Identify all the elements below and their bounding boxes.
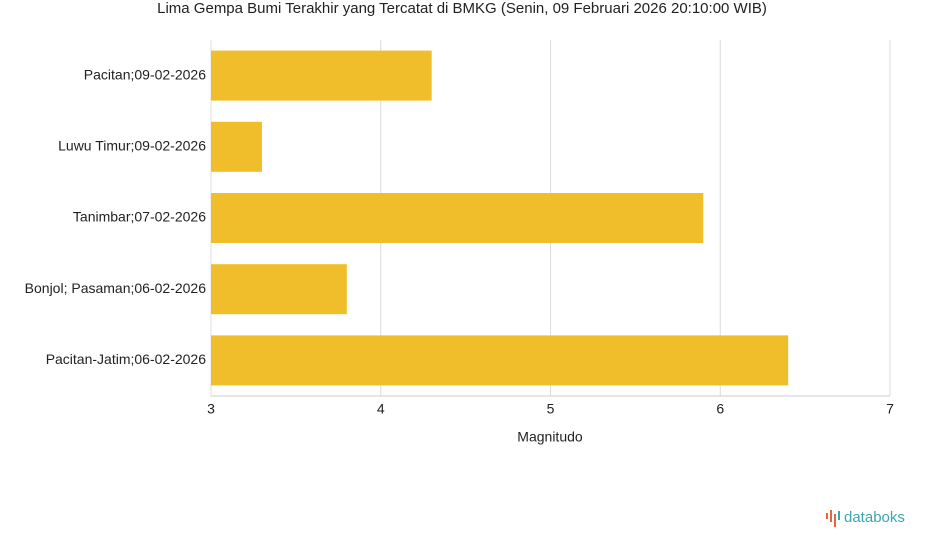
x-tick-label: 5 (547, 401, 555, 417)
y-tick-label: Tanimbar;07-02-2026 (73, 209, 206, 225)
bar (211, 121, 262, 172)
bar (211, 264, 347, 315)
bar (211, 50, 432, 101)
brand-logo (826, 510, 840, 527)
y-tick-label: Luwu Timur;09-02-2026 (58, 138, 206, 154)
bar (211, 193, 704, 243)
brand-name: databoks (844, 509, 905, 526)
y-tick-label: Pacitan;09-02-2026 (84, 66, 206, 82)
chart-title: Lima Gempa Bumi Terakhir yang Tercatat d… (157, 0, 767, 17)
x-axis-label: Magnitudo (517, 429, 583, 445)
bar (211, 335, 789, 386)
y-tick-label: Pacitan-Jatim;06-02-2026 (46, 351, 207, 367)
x-tick-label: 6 (716, 401, 724, 417)
x-tick-label: 7 (886, 401, 894, 417)
y-tick-label: Bonjol; Pasaman;06-02-2026 (25, 280, 207, 296)
x-tick-label: 3 (207, 401, 215, 417)
x-tick-label: 4 (377, 401, 385, 417)
